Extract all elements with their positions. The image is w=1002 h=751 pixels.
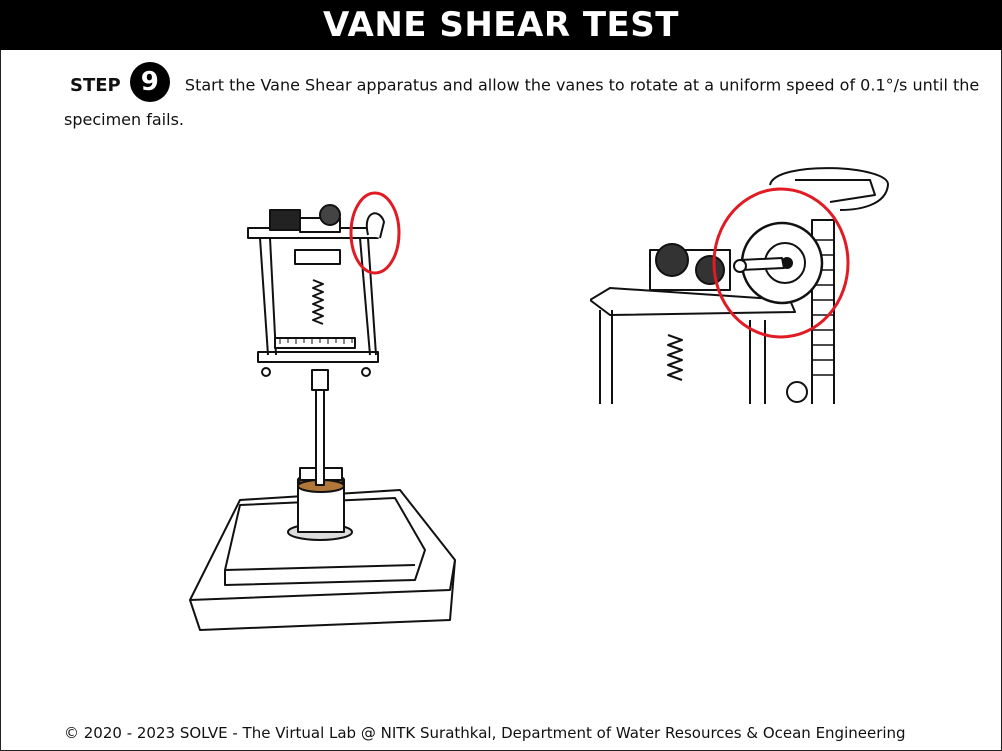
bottom-frame [257, 351, 379, 363]
step-instruction-text: Start the Vane Shear apparatus and allow… [64, 75, 980, 130]
handwheel-highlight-circle [712, 187, 850, 339]
frame-plate [590, 287, 796, 316]
footer-copyright: © 2020 - 2023 SOLVE - The Virtual Lab @ … [64, 724, 906, 742]
graduated-scale [274, 337, 356, 349]
crank-handle [365, 212, 385, 239]
handle-highlight-circle [349, 191, 401, 275]
vane-rod [315, 384, 325, 486]
step-label: STEP [70, 74, 121, 96]
step-number-badge: 9 [129, 62, 170, 102]
page-title: VANE SHEAR TEST [0, 0, 1002, 50]
handwheel-closeup-illustration [590, 167, 890, 405]
vane-shear-apparatus-illustration [189, 191, 456, 631]
step-instruction-block: STEP 9 Start the Vane Shear apparatus an… [64, 62, 994, 133]
